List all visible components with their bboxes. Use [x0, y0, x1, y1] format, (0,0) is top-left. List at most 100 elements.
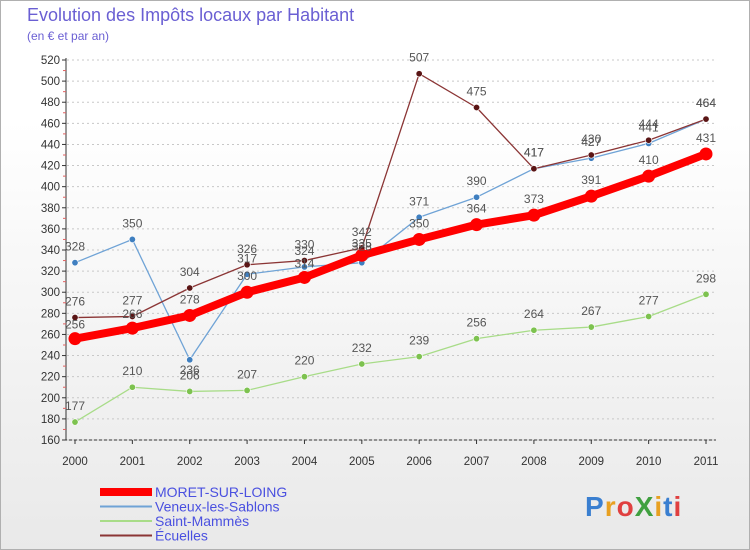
data-point [587, 151, 595, 159]
data-point [702, 115, 710, 123]
proxiti-logo: ProXiti [585, 491, 683, 522]
data-point [186, 356, 194, 364]
data-point [530, 165, 538, 173]
data-point [183, 308, 197, 322]
data-point [587, 323, 595, 331]
data-point [415, 213, 423, 221]
data-label: 177 [65, 399, 85, 413]
data-point [300, 257, 308, 265]
series-line-moret-sur-loing [71, 149, 710, 343]
data-label: 330 [294, 238, 314, 252]
data-label: 441 [639, 120, 659, 134]
data-label: 371 [409, 194, 429, 208]
data-label: 328 [352, 240, 372, 254]
data-label: 266 [122, 307, 142, 321]
y-tick-label: 340 [41, 245, 60, 257]
data-point [128, 383, 136, 391]
series-line-veneux-les-sablons [74, 118, 707, 361]
data-point [473, 193, 481, 201]
data-point [300, 373, 308, 381]
data-label: 264 [524, 307, 544, 321]
data-point [243, 386, 251, 394]
data-label: 239 [409, 334, 429, 348]
data-point [71, 259, 79, 267]
y-tick-label: 420 [41, 161, 60, 173]
data-point [415, 353, 423, 361]
data-label: 328 [65, 240, 85, 254]
data-point [473, 335, 481, 343]
x-tick-label: 2009 [578, 456, 604, 468]
data-point [243, 270, 251, 278]
x-tick-label: 2002 [177, 456, 203, 468]
data-point [415, 70, 423, 78]
data-point [297, 270, 311, 284]
x-tick-label: 2003 [234, 456, 260, 468]
data-point [702, 290, 710, 298]
data-label: 304 [180, 265, 200, 279]
y-tick-label: 300 [41, 287, 60, 299]
data-label: 464 [696, 96, 716, 110]
y-tick-label: 280 [41, 308, 60, 320]
x-tick-label: 2010 [636, 456, 662, 468]
data-label: 207 [237, 367, 257, 381]
y-tick-label: 260 [41, 329, 60, 341]
x-tick-label: 2007 [464, 456, 490, 468]
data-label: 507 [409, 51, 429, 65]
data-label: 276 [65, 295, 85, 309]
y-tick-label: 360 [41, 224, 60, 236]
data-point [128, 235, 136, 243]
data-label: 300 [237, 269, 257, 283]
x-tick-label: 2000 [62, 456, 88, 468]
x-tick-label: 2006 [406, 456, 432, 468]
data-point [71, 418, 79, 426]
series-line-saint-mamm-s [74, 293, 707, 423]
legend-label: MORET-SUR-LOING [155, 484, 287, 500]
data-point [128, 312, 136, 320]
y-tick-label: 500 [41, 76, 60, 88]
data-point [358, 360, 366, 368]
data-label: 390 [467, 174, 487, 188]
data-label: 206 [180, 368, 200, 382]
data-label: 256 [467, 316, 487, 330]
data-point [68, 332, 82, 346]
data-label: 427 [581, 135, 601, 149]
data-label: 410 [639, 153, 659, 167]
data-point [473, 104, 481, 112]
y-tick-label: 460 [41, 118, 60, 130]
data-label: 431 [696, 131, 716, 145]
data-label: 373 [524, 192, 544, 206]
data-label: 417 [524, 146, 544, 160]
data-label: 314 [294, 256, 314, 270]
legend-label: Saint-Mammès [155, 513, 249, 529]
data-label: 364 [467, 202, 487, 216]
data-point [186, 284, 194, 292]
chart-subtitle: (en € et par an) [27, 29, 110, 43]
data-point [355, 248, 369, 262]
data-label: 267 [581, 304, 601, 318]
data-point [584, 189, 598, 203]
y-tick-label: 220 [41, 372, 60, 384]
data-label: 277 [122, 294, 142, 308]
data-label: 298 [696, 271, 716, 285]
y-tick-label: 240 [41, 351, 60, 363]
data-label: 220 [294, 354, 314, 368]
data-label: 417 [524, 146, 544, 160]
y-tick-label: 520 [41, 55, 60, 67]
data-label: 326 [237, 242, 257, 256]
data-point [642, 169, 656, 183]
data-label: 236 [180, 363, 200, 377]
data-label: 277 [639, 294, 659, 308]
data-point [470, 218, 484, 232]
data-label: 324 [294, 244, 314, 258]
data-point [645, 312, 653, 320]
y-tick-label: 180 [41, 414, 60, 426]
series-line--cuelles [74, 73, 707, 319]
y-tick-label: 200 [41, 393, 60, 405]
data-point [527, 208, 541, 222]
y-tick-label: 400 [41, 182, 60, 194]
chart-title: Evolution des Impôts locaux par Habitant [27, 5, 355, 25]
x-tick-label: 2004 [292, 456, 318, 468]
data-point [699, 147, 713, 161]
data-point [186, 387, 194, 395]
